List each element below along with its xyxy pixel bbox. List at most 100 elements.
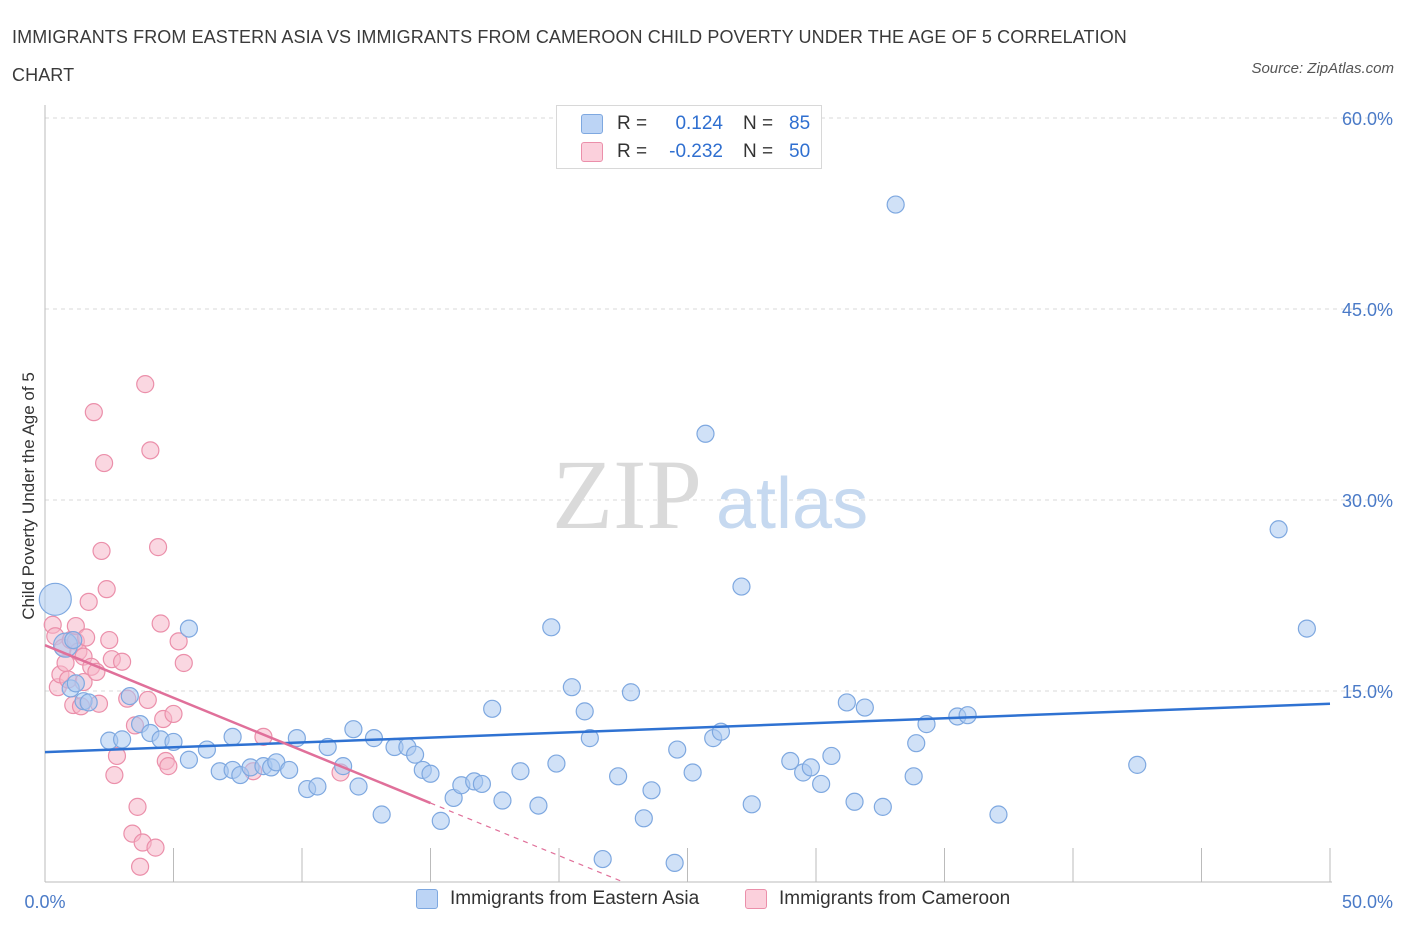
watermark: ZIP atlas [552,439,868,550]
eastern-asia-point [64,630,83,650]
eastern-asia-point [308,777,327,796]
eastern-asia-point [179,750,199,769]
cameroon-point [138,690,157,710]
cameroon-point [95,453,114,473]
n-value: 85 [789,113,811,134]
eastern-asia-point [575,702,594,721]
eastern-asia-swatch [581,114,603,134]
eastern-asia-point [511,762,530,781]
eastern-asia-point [1269,520,1288,539]
x-tick-label: 50.0% [1342,892,1393,912]
cameroon-trendline [44,644,431,805]
eastern-asia-point [781,751,800,771]
eastern-asia-point [732,577,751,596]
cameroon-swatch [581,142,603,162]
eastern-asia-point [621,683,641,702]
eastern-asia-point [668,740,687,759]
x-tick-label: 0.0% [24,892,65,912]
cameroon-point [128,797,147,816]
stats-legend: R = 0.124 N = 85 R = -0.232 N = 50 [556,105,822,169]
n-label: N = [743,141,774,162]
eastern-asia-trendline [44,702,1331,754]
eastern-asia-swatch [416,889,438,909]
y-tick-label: 30.0% [1342,491,1393,511]
watermark-zip: ZIP [552,439,702,550]
cameroon-point [174,653,193,673]
eastern-asia-point [562,678,581,697]
eastern-asia-point [609,767,628,786]
eastern-asia-point [280,760,299,780]
eastern-asia-point [580,729,599,748]
eastern-asia-point [542,618,561,637]
eastern-asia-point [801,758,820,777]
eastern-asia-point [665,853,684,873]
eastern-asia-point [886,195,905,214]
eastern-asia-point [812,774,831,794]
cameroon-point [146,838,165,857]
r-value: -0.232 [669,141,723,162]
eastern-asia-point [405,745,425,764]
cameroon-point [84,403,103,422]
cameroon-point [100,630,119,650]
legend-label: Immigrants from Eastern Asia [450,888,700,909]
eastern-asia-point [989,805,1008,824]
eastern-asia-point [38,582,72,616]
eastern-asia-point [197,740,217,759]
eastern-asia-point [344,720,363,739]
eastern-asia-point [642,781,661,800]
eastern-asia-point [547,754,566,773]
cameroon-point [105,765,124,785]
gridlines [45,117,1390,692]
eastern-asia-point [112,730,132,749]
eastern-asia-point [593,849,612,869]
eastern-asia-point [907,734,926,753]
eastern-asia-point [873,797,892,816]
n-label: N = [743,113,774,134]
legend-item-eastern-asia: Immigrants from Eastern Asia [416,888,699,910]
y-tick-label: 45.0% [1342,300,1393,320]
cameroon-points [43,375,350,876]
eastern-asia-point [349,777,368,796]
eastern-asia-point [683,763,702,782]
trendlines [44,644,1331,883]
cameroon-point [164,704,183,724]
tick-labels: 15.0% 30.0% 45.0% 60.0% 0.0% 50.0% [24,109,1393,912]
y-tick-label: 60.0% [1342,109,1393,129]
eastern-asia-point [904,767,923,786]
eastern-asia-point [493,791,512,810]
cameroon-point [79,592,98,611]
eastern-asia-point [822,746,841,766]
cameroon-point [136,375,155,394]
cameroon-point [107,746,127,766]
eastern-asia-point [66,674,85,693]
eastern-asia-point [1128,755,1147,774]
chart-title: IMMIGRANTS FROM EASTERN ASIA VS IMMIGRAN… [12,27,1127,85]
cameroon-point [151,614,170,633]
legend-item-cameroon: Immigrants from Cameroon [745,888,1010,910]
series-legend: Immigrants from Eastern Asia Immigrants … [0,888,1406,916]
legend-label: Immigrants from Cameroon [779,888,1011,909]
axes [44,105,1332,883]
cameroon-point [169,632,188,651]
eastern-asia-point [958,706,977,725]
r-label: R = [617,141,648,162]
eastern-asia-point [845,792,864,811]
cameroon-point [141,441,160,460]
cameroon-trendline-extension [430,802,624,883]
r-label: R = [617,113,648,134]
eastern-asia-point [634,809,653,828]
eastern-asia-point [421,764,440,783]
y-tick-label: 15.0% [1342,682,1393,702]
eastern-asia-point [431,811,450,830]
eastern-asia-point [472,774,491,794]
eastern-asia-point [364,729,384,748]
eastern-asia-points [38,195,1316,873]
stats-row-cameroon: R = -0.232 N = 50 [581,140,810,164]
cameroon-point [159,757,178,776]
watermark-atlas: atlas [716,464,868,544]
eastern-asia-point [372,805,391,824]
cameroon-point [130,857,150,876]
source-label: Source: ZipAtlas.com [1251,60,1394,77]
r-value: 0.124 [675,113,723,134]
